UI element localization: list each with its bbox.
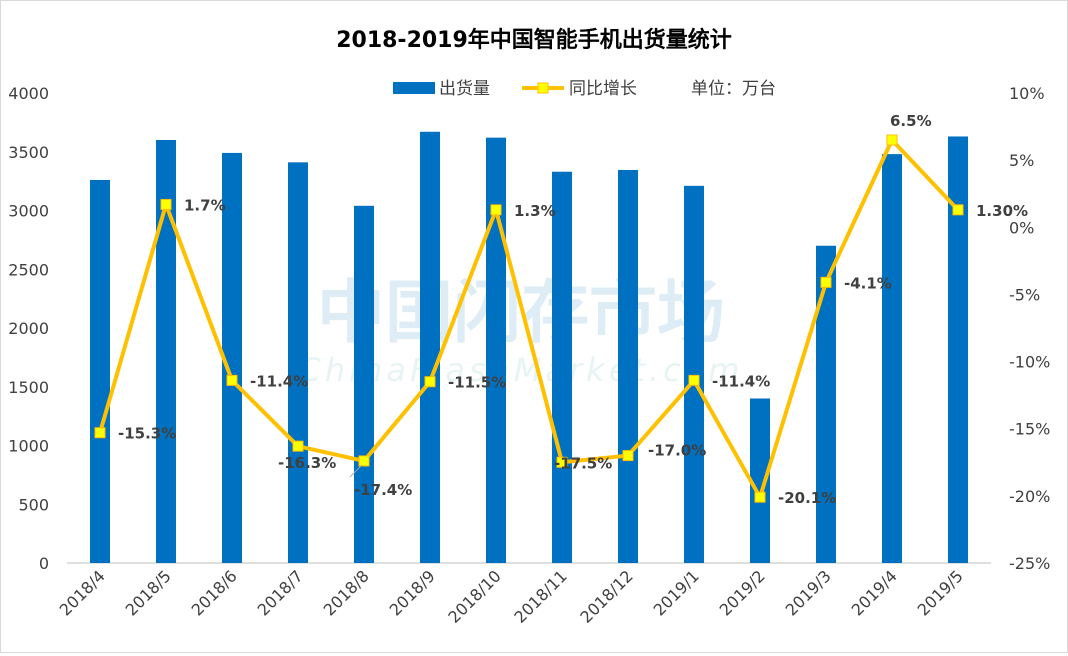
legend: 出货量 同比增长 单位：万台 — [393, 79, 776, 99]
growth-data-label: -17.4% — [354, 481, 412, 499]
bar-2019/5 — [948, 136, 968, 563]
growth-data-label: -17.0% — [648, 442, 706, 460]
growth-data-label: -15.3% — [118, 425, 176, 443]
growth-marker-2018/4 — [94, 427, 106, 439]
bar-2018/11 — [552, 171, 572, 563]
left-tick-label: 3500 — [8, 143, 49, 162]
x-tick-label: 2018/9 — [386, 566, 439, 619]
growth-marker-2018/11 — [556, 456, 568, 468]
left-tick-label: 1000 — [8, 437, 49, 456]
growth-data-label: -4.1% — [844, 274, 892, 292]
growth-data-label: 6.5% — [890, 112, 932, 130]
right-tick-label: -5% — [1009, 285, 1040, 304]
right-tick-label: -20% — [1009, 487, 1050, 506]
right-tick-label: -25% — [1009, 554, 1050, 573]
x-tick-label: 2019/3 — [782, 566, 835, 619]
right-tick-label: 10% — [1009, 84, 1045, 103]
unit-label: 单位：万台 — [691, 79, 776, 99]
label-leader-line — [349, 464, 363, 478]
growth-marker-2019/1 — [688, 374, 700, 386]
growth-marker-2018/8 — [358, 455, 370, 467]
growth-marker-2018/5 — [160, 198, 172, 210]
growth-marker-2018/7 — [292, 440, 304, 452]
growth-marker-2019/2 — [754, 491, 766, 503]
bar-2018/4 — [90, 179, 110, 563]
x-tick-label: 2018/11 — [510, 566, 570, 626]
bar-2018/5 — [156, 140, 176, 563]
left-tick-label: 2500 — [8, 260, 49, 279]
x-tick-label: 2018/6 — [188, 566, 241, 619]
bar-2019/1 — [684, 185, 704, 563]
growth-marker-2018/6 — [226, 374, 238, 386]
growth-marker-2018/9 — [424, 376, 436, 388]
x-tick-label: 2019/1 — [650, 566, 703, 619]
legend-bar-swatch — [393, 82, 435, 94]
left-tick-label: 500 — [18, 495, 49, 514]
right-tick-label: -10% — [1009, 353, 1050, 372]
legend-bar-label: 出货量 — [439, 79, 490, 99]
bar-2019/3 — [816, 245, 836, 563]
growth-data-label: 1.3% — [514, 202, 556, 220]
growth-marker-2019/4 — [886, 134, 898, 146]
growth-marker-2018/10 — [490, 204, 502, 216]
growth-marker-2019/3 — [820, 276, 832, 288]
left-tick-label: 3000 — [8, 202, 49, 221]
left-tick-label: 2000 — [8, 319, 49, 338]
watermark-cn: 中国闪存市场 — [317, 274, 725, 353]
left-tick-label: 0 — [39, 554, 49, 573]
growth-data-label: -11.5% — [448, 374, 506, 392]
chart-title: 2018-2019年中国智能手机出货量统计 — [336, 27, 732, 53]
bar-2018/9 — [420, 131, 440, 563]
x-tick-label: 2018/12 — [576, 566, 636, 626]
legend-line-label: 同比增长 — [569, 79, 637, 99]
right-tick-label: 5% — [1009, 151, 1034, 170]
growth-data-label: -17.5% — [554, 454, 612, 472]
growth-line — [98, 138, 960, 500]
x-tick-label: 2018/10 — [444, 566, 504, 626]
growth-data-label: 1.30% — [976, 202, 1028, 220]
growth-data-label: -11.4% — [250, 372, 308, 390]
growth-data-label: -11.4% — [712, 372, 770, 390]
bar-2019/2 — [750, 398, 770, 563]
x-tick-label: 2019/4 — [848, 566, 901, 619]
x-tick-label: 2019/2 — [716, 566, 769, 619]
growth-data-label: -20.1% — [778, 489, 836, 507]
left-tick-label: 4000 — [8, 84, 49, 103]
bar-2018/8 — [354, 205, 374, 564]
bar-2018/12 — [618, 169, 638, 563]
bar-2018/7 — [288, 162, 308, 563]
bar-2018/10 — [486, 137, 506, 563]
bar-2018/6 — [222, 152, 242, 564]
x-tick-label: 2019/5 — [914, 566, 967, 619]
x-tick-label: 2018/5 — [122, 566, 175, 619]
x-tick-label: 2018/4 — [56, 566, 109, 619]
legend-line-marker — [537, 82, 549, 94]
right-tick-label: 0% — [1009, 218, 1034, 237]
x-tick-label: 2018/7 — [254, 566, 307, 619]
bar-2019/4 — [882, 154, 902, 563]
growth-marker-2018/12 — [622, 450, 634, 462]
right-tick-label: -15% — [1009, 420, 1050, 439]
growth-marker-2019/5 — [952, 204, 964, 216]
growth-data-label: 1.7% — [184, 196, 226, 214]
x-tick-label: 2018/8 — [320, 566, 373, 619]
growth-data-label: -16.3% — [278, 454, 336, 472]
left-tick-label: 1500 — [8, 378, 49, 397]
